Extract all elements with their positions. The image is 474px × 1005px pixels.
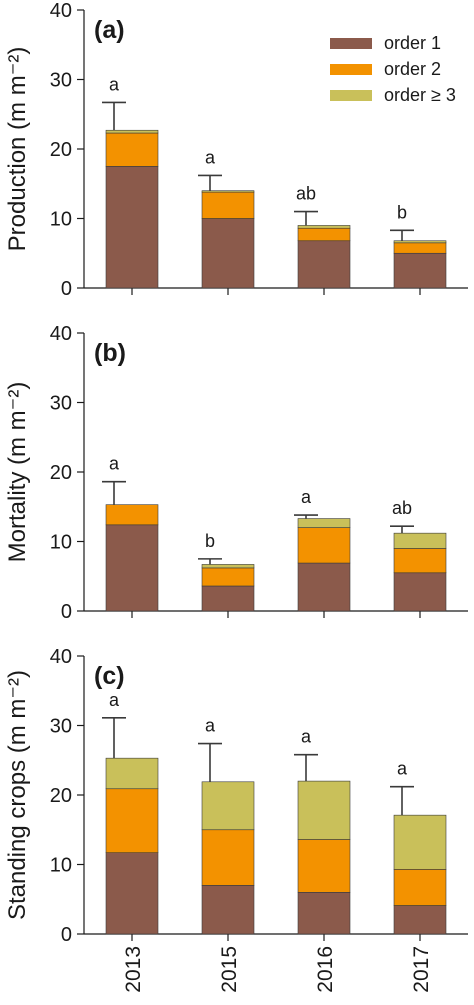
y-tick-label: 10 — [50, 532, 72, 554]
bar-segment-2015-order3 — [201, 781, 255, 831]
bar-segment-2017-order1 — [393, 905, 447, 935]
legend-label: order 2 — [384, 59, 441, 79]
panel-label: (c) — [94, 662, 125, 690]
bar-segment-2017-order3 — [393, 240, 447, 244]
significance-label: a — [109, 690, 120, 710]
panel-label: (a) — [94, 16, 125, 44]
bar-segment-2016-order2 — [297, 839, 351, 893]
bar-segment-2015-order2 — [201, 567, 255, 587]
bar-segment-2016-order3 — [297, 518, 351, 528]
legend-swatch-order2 — [330, 64, 372, 75]
y-tick-label: 40 — [50, 0, 72, 22]
y-tick-label: 10 — [50, 855, 72, 877]
legend-swatch-order1 — [330, 38, 372, 49]
bar-segment-2017-order1 — [393, 572, 447, 612]
bar-segment-2013-order1 — [105, 852, 159, 935]
bar-segment-2015-order3 — [201, 190, 255, 193]
bar-segment-2016-order1 — [297, 891, 351, 935]
bar-segment-2015-order1 — [201, 885, 255, 935]
bar-segment-2013-order3 — [105, 129, 159, 134]
y-tick-label: 20 — [50, 785, 72, 807]
significance-label: a — [301, 727, 312, 747]
y-tick-label: 10 — [50, 209, 72, 231]
y-tick-label: 0 — [61, 278, 72, 300]
bar-segment-2013-order1 — [105, 166, 159, 289]
y-axis-label: Standing crops (m m⁻²) — [4, 670, 31, 920]
y-axis-label: Production (m m⁻²) — [4, 47, 31, 252]
x-tick-label: 2015 — [218, 946, 241, 993]
legend-label: order ≥ 3 — [384, 85, 456, 105]
panel-label: (b) — [94, 339, 126, 367]
y-tick-label: 40 — [50, 323, 72, 345]
significance-label: a — [397, 759, 408, 779]
bar-segment-2016-order3 — [297, 225, 351, 229]
y-tick-label: 0 — [61, 601, 72, 623]
significance-label: a — [301, 487, 312, 507]
significance-label: a — [109, 454, 120, 474]
significance-label: a — [205, 716, 216, 736]
legend-label: order 1 — [384, 33, 441, 53]
significance-label: a — [205, 147, 216, 167]
x-tick-label: 2013 — [122, 946, 145, 993]
bar-segment-2013-order3 — [105, 757, 159, 790]
x-tick-label: 2017 — [410, 946, 433, 993]
bar-segment-2015-order1 — [201, 218, 255, 289]
y-tick-label: 30 — [50, 70, 72, 92]
bar-segment-2016-order3 — [297, 780, 351, 840]
y-tick-label: 20 — [50, 462, 72, 484]
bar-segment-2017-order2 — [393, 548, 447, 574]
y-tick-label: 40 — [50, 646, 72, 668]
bar-segment-2017-order2 — [393, 869, 447, 906]
bar-segment-2013-order2 — [105, 504, 159, 526]
significance-label: b — [397, 202, 407, 222]
significance-label: ab — [296, 184, 316, 204]
y-tick-label: 0 — [61, 924, 72, 946]
bar-segment-2016-order1 — [297, 240, 351, 289]
significance-label: ab — [392, 498, 412, 518]
bar-segment-2015-order3 — [201, 564, 255, 569]
bar-segment-2015-order1 — [201, 585, 255, 612]
y-axis-label: Mortality (m m⁻²) — [4, 382, 31, 563]
y-tick-label: 30 — [50, 716, 72, 738]
bar-segment-2013-order1 — [105, 524, 159, 612]
significance-label: b — [205, 531, 215, 551]
bar-segment-2017-order1 — [393, 252, 447, 289]
bar-segment-2015-order2 — [201, 829, 255, 886]
x-tick-label: 2016 — [314, 946, 337, 993]
bar-segment-2013-order2 — [105, 788, 159, 853]
bar-segment-2017-order2 — [393, 242, 447, 254]
bar-segment-2016-order2 — [297, 227, 351, 242]
bar-segment-2013-order2 — [105, 132, 159, 167]
bar-segment-2017-order3 — [393, 814, 447, 870]
y-tick-label: 20 — [50, 139, 72, 161]
bar-segment-2015-order2 — [201, 191, 255, 219]
y-tick-label: 30 — [50, 393, 72, 415]
bar-segment-2017-order3 — [393, 532, 447, 549]
chart-panel-1: 0 10 20 30 40 Production (m m⁻²) (a) a a ab b order… — [4, 0, 468, 300]
bar-segment-2016-order1 — [297, 562, 351, 612]
significance-label: a — [109, 74, 120, 94]
bar-segment-2016-order2 — [297, 527, 351, 564]
legend-swatch-order3 — [330, 90, 372, 101]
legend: order 1 order 2 order ≥ 3 — [330, 33, 456, 105]
